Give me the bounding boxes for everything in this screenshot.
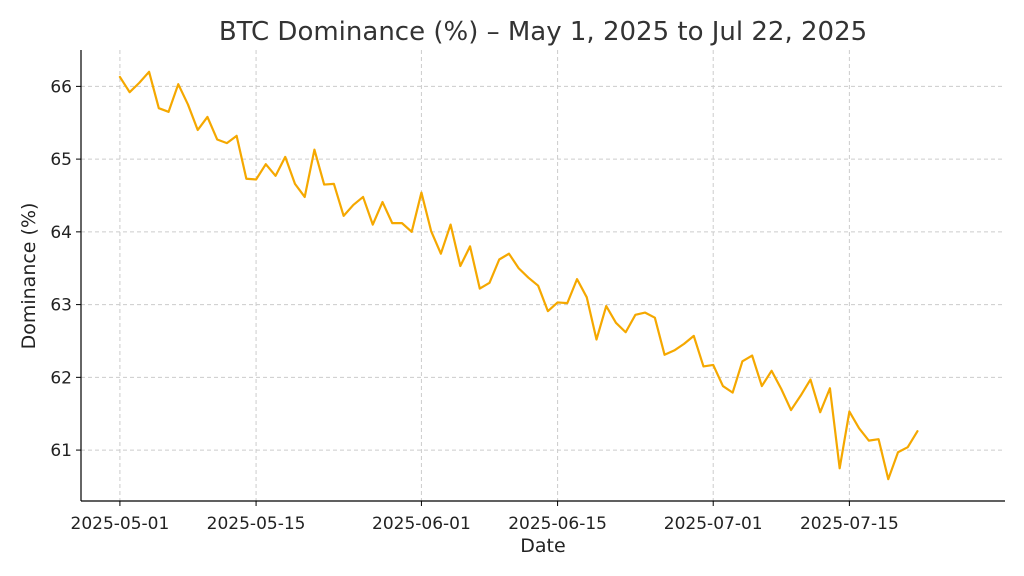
y-tick-label: 63 [50,296,72,316]
y-axis-label: Dominance (%) [18,203,40,350]
chart-title: BTC Dominance (%) – May 1, 2025 to Jul 2… [219,17,867,47]
axes: 2025-05-01 2025-05-15 2025-06-01 2025-06-15… [50,50,1005,534]
y-tick-label: 61 [50,441,72,461]
x-tick-label: 2025-05-01 [71,514,170,534]
x-tick-label: 2025-05-15 [207,514,306,534]
grid-lines [81,50,1005,501]
y-tick-label: 66 [50,77,72,97]
x-tick-label: 2025-07-01 [664,514,763,534]
y-tick-label: 62 [50,368,72,388]
series-line-0 [118,70,919,481]
y-tick-label: 65 [50,150,72,170]
y-tick-label: 64 [50,223,72,243]
series-layer [118,70,919,481]
x-tick-label: 2025-06-15 [508,514,607,534]
x-axis-label: Date [520,535,565,557]
x-tick-label: 2025-06-01 [372,514,471,534]
x-tick-label: 2025-07-15 [800,514,899,534]
